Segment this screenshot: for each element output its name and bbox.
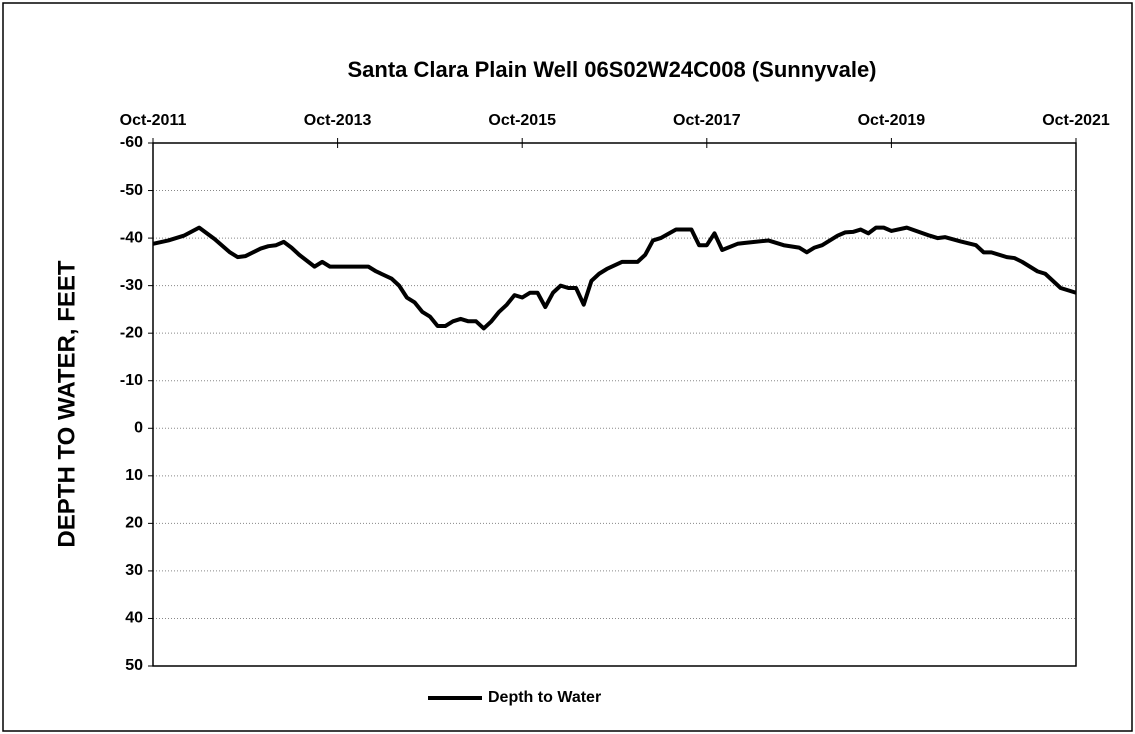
x-tick-label: Oct-2011 <box>120 112 187 129</box>
y-tick-label: -10 <box>120 372 143 389</box>
y-tick-label: -30 <box>120 277 143 294</box>
y-tick-label: 50 <box>125 657 143 674</box>
x-tick-label: Oct-2021 <box>1042 112 1110 129</box>
y-axis-label: DEPTH TO WATER, FEET <box>53 260 80 547</box>
data-line <box>152 225 1077 331</box>
legend-label: Depth to Water <box>488 689 601 706</box>
chart-title: Santa Clara Plain Well 06S02W24C008 (Sun… <box>347 57 876 82</box>
x-tick-label: Oct-2019 <box>858 112 926 129</box>
x-tick-label: Oct-2017 <box>673 112 741 129</box>
y-tick-label: -40 <box>120 229 143 246</box>
x-tick-label: Oct-2015 <box>488 112 556 129</box>
y-tick-label: -20 <box>120 324 143 341</box>
y-tick-label: 20 <box>125 515 143 532</box>
plot-area <box>152 142 1077 667</box>
x-tick-label: Oct-2013 <box>304 112 372 129</box>
y-tick-label: 40 <box>125 610 143 627</box>
y-tick-label: 0 <box>134 419 143 436</box>
y-tick-label: -50 <box>120 182 143 199</box>
y-tick-label: 30 <box>125 562 143 579</box>
y-tick-label: 10 <box>125 467 143 484</box>
y-tick-label: -60 <box>120 134 143 151</box>
